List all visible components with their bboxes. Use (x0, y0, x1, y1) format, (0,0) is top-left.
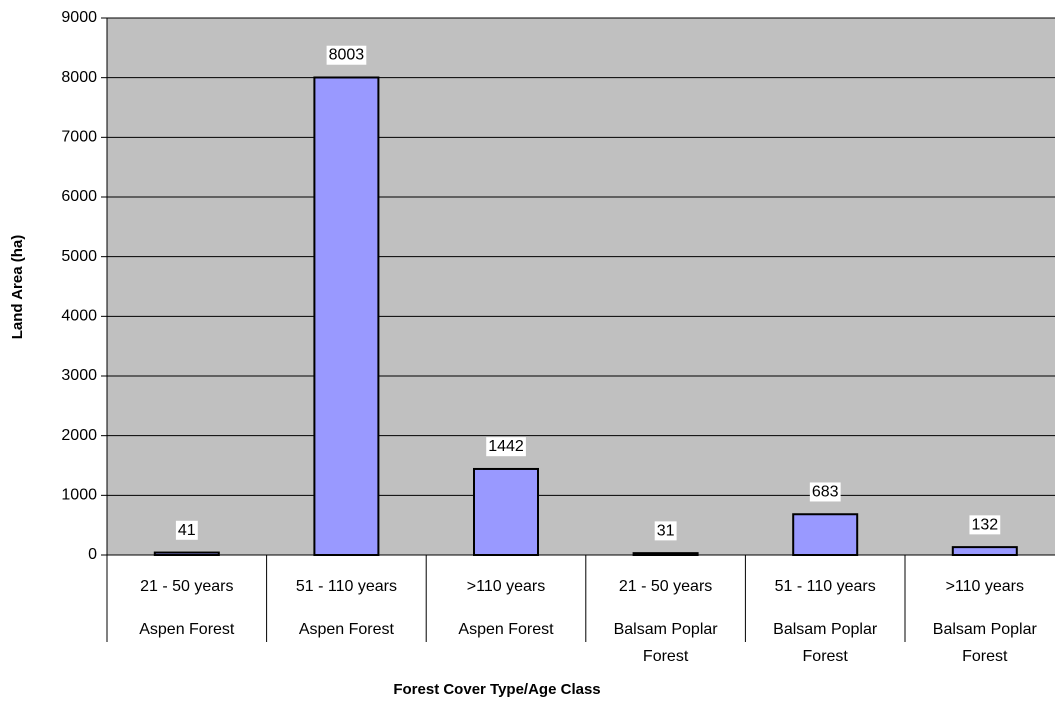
y-tick-label: 2000 (61, 427, 97, 444)
y-tick-label: 1000 (61, 487, 97, 504)
bar (313, 76, 380, 556)
y-tick-label: 6000 (61, 188, 97, 205)
group-label-box: Aspen Forest (139, 621, 235, 638)
x-tick-label: 21 - 50 years (140, 578, 233, 595)
plot-area (106, 17, 1055, 556)
data-label: 683 (812, 483, 839, 500)
x-tick-label: 21 - 50 years (619, 578, 712, 595)
y-tick-label: 4000 (61, 308, 97, 325)
bar (792, 513, 859, 557)
x-tick-label: >110 years (946, 578, 1024, 595)
bar (473, 467, 539, 556)
group-label: Balsam Poplar Forest (613, 621, 718, 665)
bar (632, 552, 699, 556)
data-label-box (326, 45, 367, 65)
data-label: 1442 (488, 438, 524, 455)
group-label: Balsam Poplar Forest (932, 621, 1037, 665)
x-axis-title: Forest Cover Type/Age Class (393, 681, 600, 698)
bar (951, 546, 1018, 557)
data-label: 8003 (329, 47, 365, 64)
group-label-box: Balsam Poplar Forest (773, 621, 878, 665)
y-tick-label: 9000 (61, 9, 97, 26)
group-label-box: Aspen Forest (458, 621, 554, 638)
data-label-box (809, 482, 841, 502)
y-tick-label: 0 (88, 546, 97, 563)
y-axis-title: Land Area (ha) (9, 235, 26, 339)
group-label-box: Balsam Poplar Forest (613, 621, 718, 665)
y-tick-label: 3000 (61, 367, 97, 384)
data-label: 41 (178, 522, 196, 539)
group-label: Balsam Poplar Forest (773, 621, 878, 665)
x-tick-label: 51 - 110 years (775, 578, 876, 595)
group-label-box: Aspen Forest (298, 621, 394, 638)
x-tick-label: 51 - 110 years (296, 578, 397, 595)
y-tick-label: 8000 (61, 69, 97, 86)
data-label-box (654, 521, 677, 541)
data-label-box (175, 520, 198, 540)
y-tick-label: 7000 (61, 129, 97, 146)
group-label-box: Balsam Poplar Forest (932, 621, 1037, 665)
group-label: Aspen Forest (458, 621, 554, 638)
data-label: 31 (657, 522, 675, 539)
group-label: Aspen Forest (298, 621, 394, 638)
x-tick-label: >110 years (467, 578, 545, 595)
data-label: 132 (971, 516, 998, 533)
group-label: Aspen Forest (139, 621, 235, 638)
y-tick-label: 5000 (61, 248, 97, 265)
data-label-box (969, 515, 1001, 535)
data-label-box (486, 437, 526, 457)
bar (153, 551, 220, 556)
